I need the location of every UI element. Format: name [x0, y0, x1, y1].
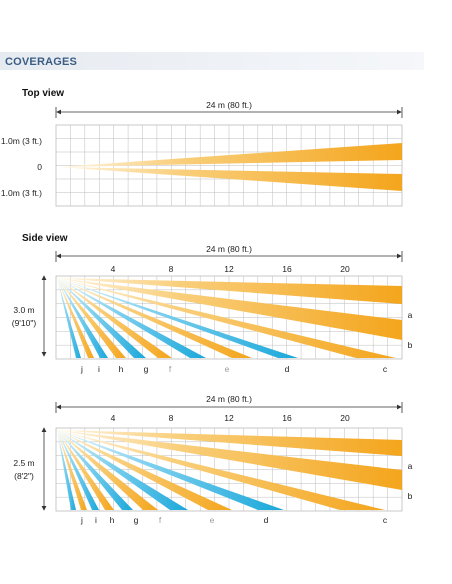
side-view-3m-beam-0 — [57, 278, 402, 304]
side-view-3m-tick-4: 4 — [111, 264, 116, 274]
side-view-3m-range-label: 24 m (80 ft.) — [206, 244, 252, 254]
side-view-2-5m-zone-j: j — [80, 515, 83, 525]
side-view-2-5m-tick-12: 12 — [224, 413, 234, 423]
side-view-3m-beam-4 — [57, 278, 252, 358]
side-view-3m-zone-h: h — [119, 364, 124, 374]
top-view-upper-lobe — [58, 143, 402, 167]
side-view-2-5m-beam-7 — [57, 430, 133, 510]
side-view-3m-zone-d: d — [285, 364, 290, 374]
side-view-3m-beam-2 — [57, 278, 396, 358]
side-view-2-5m-beam-2 — [57, 430, 385, 510]
side-view-3m-beams — [57, 278, 402, 358]
side-view-3m-zone-e: e — [225, 364, 230, 374]
side-view-2-5m-beam-10 — [57, 430, 87, 510]
side-view-3m-beam-10 — [57, 278, 94, 358]
side-view-2-5m-zone-d: d — [264, 515, 269, 525]
side-view-2-5m-zone-e: e — [210, 515, 215, 525]
side-view-3m-beam-3 — [57, 278, 298, 358]
side-view-2-5m-beam-6 — [57, 430, 158, 510]
side-view-3m-beam-11 — [57, 278, 81, 358]
side-view-3m-height-label: 3.0 m — [13, 305, 34, 315]
side-view-2-5m-beams — [57, 430, 402, 510]
side-view-2-5m-zone-f: f — [159, 515, 162, 525]
top-view: 24 m (80 ft.) 1.0m (3 ft.) 0 1.0m (3 ft.… — [1, 100, 403, 207]
side-view-2-5m-beam-11 — [57, 430, 76, 510]
side-view-2-5m-tick-8: 8 — [169, 413, 174, 423]
side-view-3m-zone-c: c — [383, 364, 388, 374]
side-view-3m-tick-16: 16 — [282, 264, 292, 274]
side-view-3m-beam-1 — [57, 278, 402, 340]
side-view-2-5m-range-label: 24 m (80 ft.) — [206, 394, 252, 404]
side-view-2-5m-zone-i: i — [95, 515, 97, 525]
coverages-header-bar — [0, 52, 424, 70]
top-view-title: Top view — [22, 88, 65, 99]
side-view-3m-zone-g: g — [144, 364, 149, 374]
side-view-2-5m-beam-9 — [57, 430, 99, 510]
side-view-3m-zone-j: j — [80, 364, 83, 374]
side-view-2-5m-beam-1 — [57, 430, 402, 490]
side-view-2-5m-tick-4: 4 — [111, 413, 116, 423]
coverages-title: COVERAGES — [5, 56, 78, 68]
side-view-2-5m-beam-3 — [57, 430, 284, 510]
side-view-3m-beam-a: a — [408, 310, 413, 320]
side-view-2-5m-tick-16: 16 — [282, 413, 292, 423]
top-view-grid — [55, 124, 403, 207]
side-view-2-5m-beam-5 — [57, 430, 188, 510]
side-view-2-5m-height-label-ft: (8'2") — [14, 471, 34, 481]
side-view-2-5m-tick-20: 20 — [340, 413, 350, 423]
side-view-2-5m-beam-b: b — [408, 491, 413, 501]
side-view-3m-zone-i: i — [98, 364, 100, 374]
side-view-3m-tick-12: 12 — [224, 264, 234, 274]
top-view-row-label-lower: 1.0m (3 ft.) — [1, 188, 42, 198]
side-view-2-5m-beam-0 — [57, 430, 402, 456]
side-view-2-5m-zone-h: h — [110, 515, 115, 525]
side-view-3m-tick-8: 8 — [169, 264, 174, 274]
top-view-row-label-center: 0 — [37, 162, 42, 172]
side-view-3m-beam-b: b — [408, 340, 413, 350]
side-view-3m: 24 m (80 ft.) 4 8 12 16 20 3.0 m (9'10")… — [12, 244, 413, 374]
top-view-row-label-upper: 1.0m (3 ft.) — [1, 136, 42, 146]
side-view-2-5m-beam-8 — [57, 430, 114, 510]
side-view-3m-tick-20: 20 — [340, 264, 350, 274]
side-view-3m-beam-7 — [57, 278, 146, 358]
side-view-2-5m-beam-4 — [57, 430, 232, 510]
side-view-3m-zone-f: f — [169, 364, 172, 374]
side-view-3m-height-label-ft: (9'10") — [12, 318, 37, 328]
side-view-2-5m-zone-g: g — [134, 515, 139, 525]
side-view-2-5m: 24 m (80 ft.) 4 8 12 16 20 2.5 m (8'2") … — [13, 394, 412, 525]
side-view-2-5m-beam-a: a — [408, 461, 413, 471]
side-view-title: Side view — [22, 233, 68, 244]
side-view-3m-beam-6 — [57, 278, 172, 358]
top-view-range-label: 24 m (80 ft.) — [206, 100, 252, 110]
side-view-3m-beam-8 — [57, 278, 126, 358]
side-view-2-5m-zone-c: c — [383, 515, 388, 525]
side-view-3m-beam-9 — [57, 278, 108, 358]
top-view-lower-lobe — [58, 167, 402, 191]
side-view-3m-beam-5 — [57, 278, 206, 358]
side-view-2-5m-height-label: 2.5 m — [13, 458, 34, 468]
